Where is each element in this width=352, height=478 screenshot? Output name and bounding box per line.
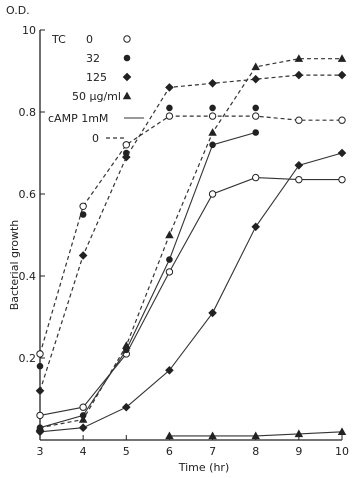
- series-tc-0-camp-0: [36, 112, 346, 358]
- y-axis-unit-label: O.D.: [6, 4, 30, 17]
- series-tc-0-camp-1mm-line: [39, 177, 342, 416]
- axes: [39, 30, 342, 441]
- legend-entry-label: 0: [86, 33, 93, 46]
- series-tc-125-camp-1mm-point: [294, 160, 304, 170]
- legend-entry-marker: [123, 35, 131, 43]
- series-tc-50-g-ml-camp-1mm: [165, 427, 347, 440]
- x-axis-label: Time (hr): [178, 461, 230, 474]
- series-tc-50-g-ml-camp-0-point: [122, 341, 131, 349]
- y-tick-label: 0.4: [19, 270, 37, 283]
- series-tc-50-g-ml-camp-0-point: [294, 54, 304, 62]
- series-tc-0-camp-0-point: [165, 112, 174, 120]
- legend-entry-marker: [122, 91, 132, 100]
- series-tc-0-camp-0-point: [252, 112, 260, 120]
- series-tc-32-camp-1mm-point: [252, 129, 260, 136]
- series-tc-125-camp-0-point: [337, 70, 347, 80]
- legend-entry-marker: [123, 54, 131, 62]
- series-tc-125-camp-0-point: [78, 251, 88, 260]
- y-axis-label: Bacterial growth: [8, 220, 21, 311]
- series-tc-0-camp-1mm: [36, 173, 346, 420]
- series-tc-0-camp-0-point: [338, 116, 346, 124]
- series-tc-0-camp-0-line: [39, 115, 342, 355]
- series-tc-32-camp-1mm: [36, 129, 260, 432]
- y-tick-label: 10: [22, 24, 36, 37]
- legend-camp-label: 0: [92, 132, 99, 145]
- x-tick-label: 3: [37, 445, 44, 458]
- series-tc-125-camp-1mm-point: [121, 402, 131, 412]
- x-tick-label: 7: [209, 445, 216, 458]
- series-tc-0-camp-1mm-point: [208, 190, 217, 198]
- series-tc-0-camp-1mm-point: [338, 175, 346, 184]
- legend-entry-label: 32: [86, 52, 100, 65]
- series-tc-0-camp-0-point: [79, 202, 87, 211]
- series-tc-50-g-ml-camp-0-point: [165, 230, 174, 239]
- series-tc-32-camp-0-point: [166, 104, 173, 112]
- series-tc-0-camp-1mm-point: [252, 173, 260, 182]
- legend: TC 0 32 125 50 µg/ml cAMP 1mM 0: [48, 33, 144, 145]
- series-tc-125-camp-1mm-point: [165, 365, 174, 375]
- series-tc-32-camp-1mm-point: [166, 256, 173, 263]
- series-tc-0-camp-0-point: [36, 350, 44, 358]
- series-tc-0-camp-1mm-point: [36, 411, 44, 420]
- axis-ticks: 3 4 5 6 7 8 9 10 0.2 0.4 0.6 0.8 10: [19, 24, 350, 458]
- x-tick-label: 6: [166, 445, 173, 458]
- series-tc-125-camp-0-point: [208, 78, 217, 88]
- series-tc-125-camp-1mm-point: [337, 148, 347, 158]
- series-tc-125-camp-1mm-point: [78, 423, 88, 433]
- series-tc-50-g-ml-camp-0-point: [251, 62, 260, 71]
- series-tc-32-camp-0-point: [209, 104, 216, 112]
- series-tc-32-camp-0-point: [252, 104, 260, 112]
- series-tc-125-camp-0-point: [35, 386, 45, 396]
- series-tc-0-camp-1mm-point: [295, 175, 303, 184]
- x-tick-label: 10: [335, 445, 349, 458]
- series-tc-50-g-ml-camp-0-point: [35, 423, 45, 431]
- series-tc-125-camp-0: [35, 70, 347, 396]
- series-tc-125-camp-1mm-line: [39, 152, 343, 433]
- legend-camp-label: cAMP 1mM: [48, 112, 108, 125]
- series-tc-50-g-ml-camp-1mm-point: [208, 431, 217, 440]
- series-tc-125-camp-0-line: [39, 74, 342, 391]
- x-tick-label: 9: [295, 445, 302, 458]
- series-tc-50-g-ml-camp-0: [35, 54, 347, 431]
- series-tc-0-camp-0-point: [122, 141, 130, 149]
- legend-entry-label: 125: [86, 71, 107, 84]
- x-tick-label: 8: [252, 445, 259, 458]
- series-tc-50-g-ml-camp-1mm-point: [294, 429, 304, 438]
- x-tick-label: 4: [80, 445, 87, 458]
- series-tc-125-camp-0-point: [121, 152, 131, 162]
- series-tc-32-camp-1mm-line: [39, 131, 256, 429]
- series-tc-125-camp-0-point: [251, 74, 261, 84]
- x-tick-label: 5: [123, 445, 130, 458]
- series-tc-32-camp-0-point: [79, 211, 87, 218]
- series-tc-0-camp-1mm-point: [165, 268, 174, 276]
- series-tc-32-camp-0: [36, 104, 260, 370]
- y-tick-label: 0.8: [19, 106, 37, 119]
- series-tc-50-g-ml-camp-1mm-point: [165, 431, 174, 440]
- series-tc-50-g-ml-camp-1mm-point: [337, 427, 347, 436]
- y-tick-label: 0.6: [19, 188, 37, 201]
- series-layer: [35, 54, 347, 440]
- legend-entry-label: 50 µg/ml: [72, 90, 121, 103]
- legend-tc-label: TC: [51, 33, 66, 46]
- series-tc-50-g-ml-camp-1mm-point: [251, 431, 260, 440]
- series-tc-125-camp-1mm-point: [251, 222, 261, 232]
- series-tc-125-camp-0-point: [294, 70, 304, 80]
- series-tc-32-camp-0-point: [36, 362, 44, 370]
- series-tc-32-camp-1mm-point: [209, 141, 216, 149]
- series-tc-0-camp-1mm-point: [79, 403, 87, 411]
- series-tc-0-camp-0-point: [208, 112, 217, 120]
- y-tick-label: 0.2: [19, 352, 37, 365]
- series-tc-125-camp-1mm: [35, 148, 347, 437]
- series-tc-50-g-ml-camp-0-line: [39, 58, 342, 429]
- series-tc-50-g-ml-camp-0-point: [78, 415, 88, 423]
- series-tc-50-g-ml-camp-0-point: [337, 54, 347, 62]
- series-tc-50-g-ml-camp-0-point: [208, 128, 217, 136]
- legend-entry-marker: [122, 72, 132, 82]
- series-tc-125-camp-1mm-point: [208, 308, 217, 318]
- series-tc-125-camp-0-point: [165, 83, 174, 92]
- series-tc-0-camp-0-point: [295, 116, 303, 124]
